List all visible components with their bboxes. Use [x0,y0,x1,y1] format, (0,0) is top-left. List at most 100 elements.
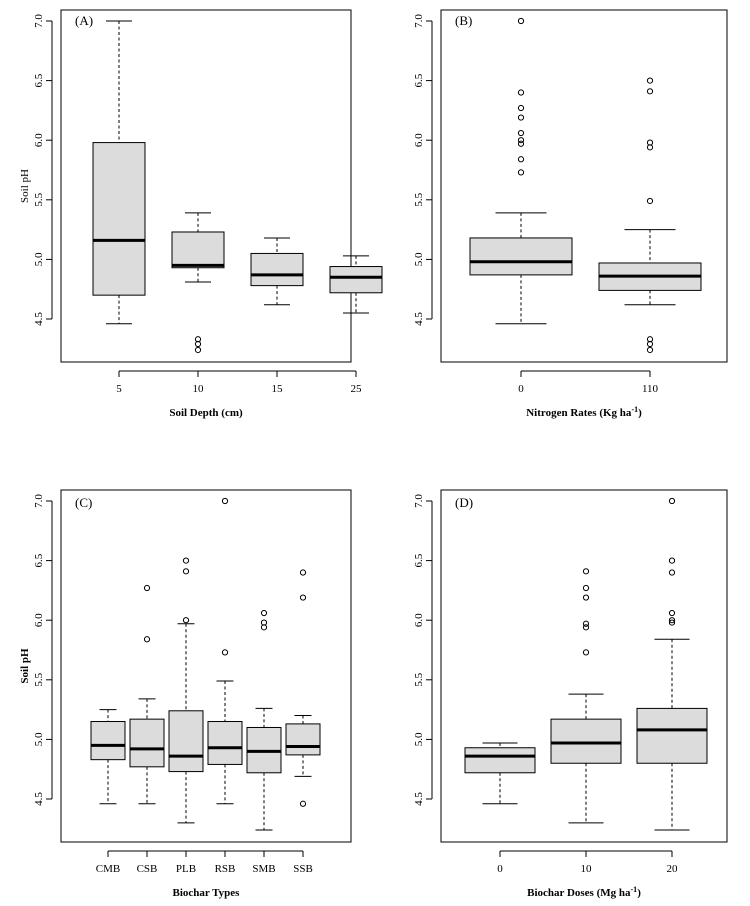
panel-c-outlier-point [143,636,151,643]
panel-b-ytick-label: 7.0 [413,14,425,28]
panel-c-xlabel: Biochar Types [173,887,241,899]
panel-c-outlier-point [260,619,268,626]
panel-b-frame [440,9,728,363]
panel-a-box [250,252,304,287]
panel-d-outlier-point [668,569,676,576]
panel-d-ytick-label: 6.5 [413,553,425,567]
panel-c-outlier-point [299,594,307,601]
panel-d-frame [440,489,728,843]
panel-a-box [329,266,383,294]
panel-c-outlier-point [221,649,229,656]
panel-d-xtick-label: 20 [667,863,679,875]
panel-c-ytick-label: 5.0 [33,732,45,746]
panel-d-xtick-label: 10 [581,863,593,875]
panel-c-outlier-point [182,617,190,624]
panel-c-box [129,718,165,768]
panel-c-ytick-label: 6.0 [33,613,45,627]
panel-b-outlier-point [517,104,525,112]
panel-b-xlabel-text: Nitrogen Rates (Kg ha [526,407,632,419]
panel-d-outlier-point [582,649,590,656]
panel-a-ytick-label: 4.5 [33,312,45,326]
panel-b-outlier-point [517,169,525,176]
panel-d-xlabel-end: ) [637,887,641,899]
panel-a-ylabel: Soil pH [19,169,31,203]
panel-a-outlier-point [194,346,202,354]
panel-b-outlier-point [517,114,525,121]
panel-c-ytick-label: 7.0 [33,494,45,508]
panel-c: (C) Biochar Types Soil pH [19,489,352,899]
panel-c-ytick-label: 4.5 [33,792,45,806]
panel-b-outlier-point [517,156,525,163]
panel-d-box [636,707,708,764]
panel-c-outlier-point [260,609,268,617]
panel-c-outlier-point [182,557,190,564]
panel-d-outlier-point [582,584,590,592]
panel-b-outlier-point [517,137,525,144]
panel-d-outlier-point [582,624,590,631]
panel-a-xtick-label: 15 [272,383,284,395]
panel-b-ytick-label: 6.5 [413,73,425,87]
panel-c-box [285,723,321,756]
panel-b-ytick-label: 5.5 [413,192,425,206]
panel-d-outlier-point [582,594,590,601]
panel-d-outlier-point [582,568,590,575]
panel-b-outlier-point [517,89,525,96]
panel-c-box [90,721,126,761]
panel-c-outlier-point [143,584,151,592]
panel-b-outlier-point [646,197,654,205]
panel-b-xtick-label: 0 [518,383,524,395]
panel-b-outlier-point [646,77,654,84]
panel-c-outlier-point [299,569,307,576]
panel-d-outlier-point [668,497,676,505]
panel-c-ytick-label: 5.5 [33,672,45,686]
panel-c-xtick-label: CMB [96,863,120,875]
panel-a-frame [60,9,352,363]
panel-b-ytick-label: 4.5 [413,312,425,326]
panel-d-box [550,718,622,764]
panel-c-frame [60,489,352,843]
panel-d-ytick-label: 7.0 [413,494,425,508]
panel-d-xlabel-text: Biochar Doses (Mg ha [527,887,631,899]
panel-d-xtick-label: 0 [497,863,503,875]
panel-d-xlabel-sup: -1 [631,885,638,894]
panel-c-xtick-label: SMB [252,863,275,875]
panel-a-label: (A) [75,13,93,28]
panel-c-xtick-label: CSB [137,863,158,875]
panel-c-outlier-point [299,800,307,807]
panel-b-outlier-point [646,346,654,354]
panel-c-ylabel: Soil pH [19,648,31,684]
panel-a-xtick-label: 5 [116,383,122,395]
panel-b-xlabel: Nitrogen Rates (Kg ha-1) [526,405,642,420]
panel-d-ytick-label: 5.0 [413,732,425,746]
panel-a-xtick-label: 10 [193,383,205,395]
panel-d-ytick-label: 4.5 [413,792,425,806]
panel-b-outlier-point [646,88,654,95]
chart-marks: 4.5 5.0 5.5 6.0 6.5 7.0 5 10 15 25 4.5 5.0 5.5 6.0 6.5… [33,14,708,875]
panel-c-label: (C) [75,495,92,510]
panel-a-ytick-label: 6.5 [33,73,45,87]
panel-a-ytick-label: 5.0 [33,252,45,266]
panel-d-outlier-point [582,620,590,627]
panel-b-xlabel-sup: -1 [631,405,638,414]
panel-b-xtick-label: 110 [642,383,659,395]
panel-d-box [464,747,536,774]
panel-b-outlier-point [646,139,654,146]
panel-c-outlier-point [182,568,190,575]
panel-a-box [171,231,225,269]
panel-c-outlier-point [221,497,229,505]
panel-c-box [168,710,204,773]
panel-c-box [207,721,243,765]
panel-d-outlier-point [668,609,676,617]
panel-d-outlier-point [668,557,676,564]
panel-d-label: (D) [455,495,473,510]
panel-d-ytick-label: 6.0 [413,613,425,627]
panel-a-ytick-label: 6.0 [33,133,45,147]
panel-c-xtick-label: SSB [293,863,313,875]
panel-a-ytick-label: 7.0 [33,14,45,28]
panel-a: (A) Soil Depth (cm) Soil pH [19,9,352,419]
panel-a-ytick-label: 5.5 [33,192,45,206]
panel-d-outlier-point [668,617,676,624]
panel-a-box [92,142,146,296]
panel-b-ytick-label: 5.0 [413,252,425,266]
